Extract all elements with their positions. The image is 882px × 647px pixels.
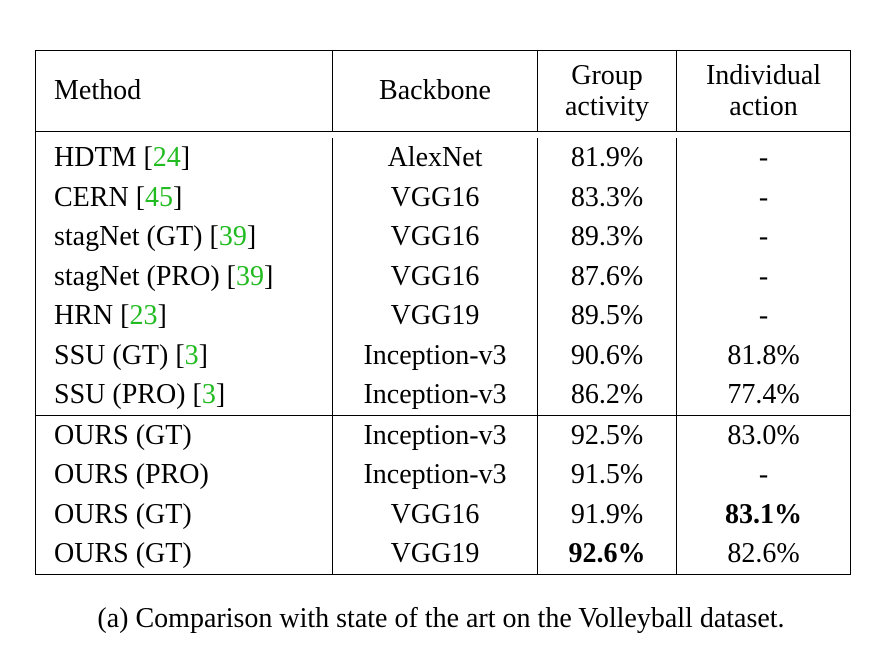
method-cell: HDTM [24] — [54, 142, 191, 174]
individual-action-cell: - — [676, 256, 851, 296]
backbone-cell: VGG16 — [332, 256, 538, 296]
individual-action-cell: - — [676, 217, 851, 257]
citation-link[interactable]: 45 — [145, 181, 174, 213]
table-row: HDTM [24] AlexNet 81.9% - — [36, 138, 851, 178]
individual-action-cell: 82.6% — [676, 534, 851, 574]
table-row: stagNet (PRO) [39] VGG16 87.6% - — [36, 256, 851, 296]
citation-link[interactable]: 23 — [129, 300, 158, 332]
group-activity-cell: 81.9% — [537, 138, 677, 178]
method-cell: OURS (GT) — [35, 414, 333, 455]
individual-action-cell: - — [676, 296, 851, 336]
group-activity-cell: 89.5% — [537, 296, 677, 336]
method-cell: OURS (GT) — [54, 498, 192, 530]
header-indiv-line2: action — [729, 91, 798, 122]
table-row: OURS (GT) Inception-v3 92.5% 83.0% — [35, 414, 851, 455]
table-row: OURS (GT) VGG16 91.9% 83.1% — [36, 494, 851, 534]
backbone-cell: Inception-v3 — [332, 414, 538, 455]
method-cell: SSU (PRO) [3] — [54, 379, 226, 411]
individual-action-cell: - — [676, 455, 851, 495]
header-group-activity: Group activity — [537, 50, 677, 132]
individual-action-cell: - — [676, 138, 851, 178]
table-row: CERN [45] VGG16 83.3% - — [36, 177, 851, 217]
backbone-cell: VGG16 — [332, 494, 538, 534]
table-row: SSU (PRO) [3] Inception-v3 86.2% 77.4% — [36, 375, 851, 415]
header-backbone: Backbone — [332, 50, 538, 132]
backbone-cell: VGG16 — [332, 217, 538, 257]
table-row: OURS (GT) VGG19 92.6% 82.6% — [36, 534, 851, 574]
method-cell: CERN [45] — [54, 181, 183, 213]
group-activity-cell: 86.2% — [537, 375, 677, 415]
individual-action-cell: 81.8% — [676, 335, 851, 375]
method-cell: SSU (GT) [3] — [54, 339, 208, 371]
results-table: Method Backbone Group activity Individua… — [35, 50, 851, 575]
citation-link[interactable]: 39 — [235, 260, 264, 292]
table-header-row: Method Backbone Group activity Individua… — [35, 50, 851, 132]
citation-link[interactable]: 3 — [184, 339, 199, 371]
header-method: Method — [35, 50, 333, 132]
individual-action-cell: 77.4% — [676, 375, 851, 415]
header-indiv-line1: Individual — [705, 59, 822, 91]
prior-methods-section: HDTM [24] AlexNet 81.9% - CERN [45] VGG1… — [36, 132, 851, 415]
header-group-line2: activity — [565, 91, 649, 122]
citation-link[interactable]: 24 — [152, 142, 181, 174]
method-cell: stagNet (PRO) [39] — [54, 260, 274, 292]
ours-section: OURS (GT) Inception-v3 92.5% 83.0% OURS … — [35, 414, 851, 574]
group-activity-cell: 87.6% — [537, 256, 677, 296]
group-activity-cell: 92.5% — [537, 414, 677, 455]
citation-link[interactable]: 3 — [201, 379, 216, 411]
backbone-cell: Inception-v3 — [332, 335, 538, 375]
method-cell: OURS (PRO) — [54, 459, 209, 491]
table-row: OURS (PRO) Inception-v3 91.5% - — [36, 455, 851, 495]
table-row: SSU (GT) [3] Inception-v3 90.6% 81.8% — [36, 335, 851, 375]
backbone-cell: VGG16 — [332, 177, 538, 217]
individual-action-cell: - — [676, 177, 851, 217]
citation-link[interactable]: 39 — [218, 221, 247, 253]
group-activity-cell: 89.3% — [537, 217, 677, 257]
group-activity-cell: 83.3% — [537, 177, 677, 217]
group-activity-cell: 91.9% — [537, 494, 677, 534]
header-group-line1: Group — [571, 59, 643, 91]
group-activity-cell: 91.5% — [537, 455, 677, 495]
individual-action-cell-best: 83.1% — [676, 494, 851, 534]
group-activity-cell: 90.6% — [537, 335, 677, 375]
method-cell: stagNet (GT) [39] — [54, 221, 257, 253]
method-cell: HRN [23] — [54, 300, 167, 332]
individual-action-cell: 83.0% — [676, 414, 851, 455]
method-cell: OURS (GT) — [54, 538, 192, 570]
table-row: stagNet (GT) [39] VGG16 89.3% - — [36, 217, 851, 257]
backbone-cell: VGG19 — [332, 534, 538, 574]
backbone-cell: AlexNet — [332, 138, 538, 178]
backbone-cell: VGG19 — [332, 296, 538, 336]
group-activity-cell-best: 92.6% — [537, 534, 677, 574]
header-individual-action: Individual action — [676, 50, 851, 132]
results-table-container: Method Backbone Group activity Individua… — [35, 50, 851, 575]
backbone-cell: Inception-v3 — [332, 455, 538, 495]
table-row: HRN [23] VGG19 89.5% - — [36, 296, 851, 336]
backbone-cell: Inception-v3 — [332, 375, 538, 415]
table-caption: (a) Comparison with state of the art on … — [97, 603, 785, 634]
